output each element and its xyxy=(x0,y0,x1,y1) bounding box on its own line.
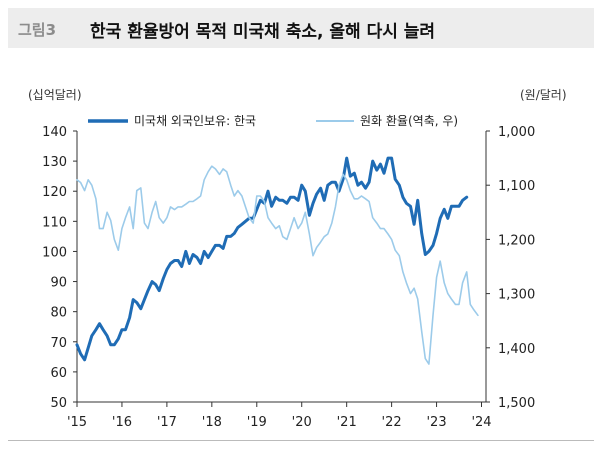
left-tick-label: 70 xyxy=(50,336,67,351)
left-tick-label: 90 xyxy=(50,276,67,291)
title-bar: 그림3 한국 환율방어 목적 미국채 축소, 올해 다시 늘려 xyxy=(8,8,594,48)
legend-label-1: 미국채 외국인보유: 한국 xyxy=(134,114,256,128)
chart-title: 한국 환율방어 목적 미국채 축소, 올해 다시 늘려 xyxy=(90,22,436,42)
right-tick-label: 1,000 xyxy=(498,125,535,140)
left-tick-label: 120 xyxy=(42,185,67,200)
right-axis-unit: (원/달러) xyxy=(520,88,567,102)
left-tick-label: 130 xyxy=(42,155,67,170)
left-tick-label: 50 xyxy=(50,396,67,411)
series-line-2 xyxy=(76,165,479,365)
right-tick-label: 1,500 xyxy=(498,396,535,411)
x-tick-label: '17 xyxy=(157,415,177,430)
x-tick-label: '23 xyxy=(426,415,446,430)
right-tick-label: 1,400 xyxy=(498,342,535,357)
x-tick-label: '21 xyxy=(337,415,357,430)
right-tick-label: 1,100 xyxy=(498,179,535,194)
figure-label: 그림3 xyxy=(18,21,57,39)
left-tick-label: 100 xyxy=(42,245,67,260)
series-line-1 xyxy=(75,156,469,362)
legend-label-2: 원화 환율(역축, 우) xyxy=(360,114,458,128)
x-tick-label: '20 xyxy=(292,415,312,430)
left-tick-label: 60 xyxy=(50,366,67,381)
left-tick-label: 140 xyxy=(42,125,67,140)
x-tick-label: '15 xyxy=(67,415,87,430)
left-tick-label: 110 xyxy=(42,215,67,230)
x-tick-label: '16 xyxy=(112,415,132,430)
x-tick-label: '18 xyxy=(202,415,222,430)
right-tick-label: 1,300 xyxy=(498,288,535,303)
left-tick-label: 80 xyxy=(50,306,67,321)
x-tick-label: '22 xyxy=(382,415,402,430)
bottom-divider xyxy=(8,440,594,441)
x-tick-label: '24 xyxy=(471,415,491,430)
x-tick-label: '19 xyxy=(247,415,267,430)
right-tick-label: 1,200 xyxy=(498,233,535,248)
left-axis-unit: (십억달러) xyxy=(28,88,82,102)
